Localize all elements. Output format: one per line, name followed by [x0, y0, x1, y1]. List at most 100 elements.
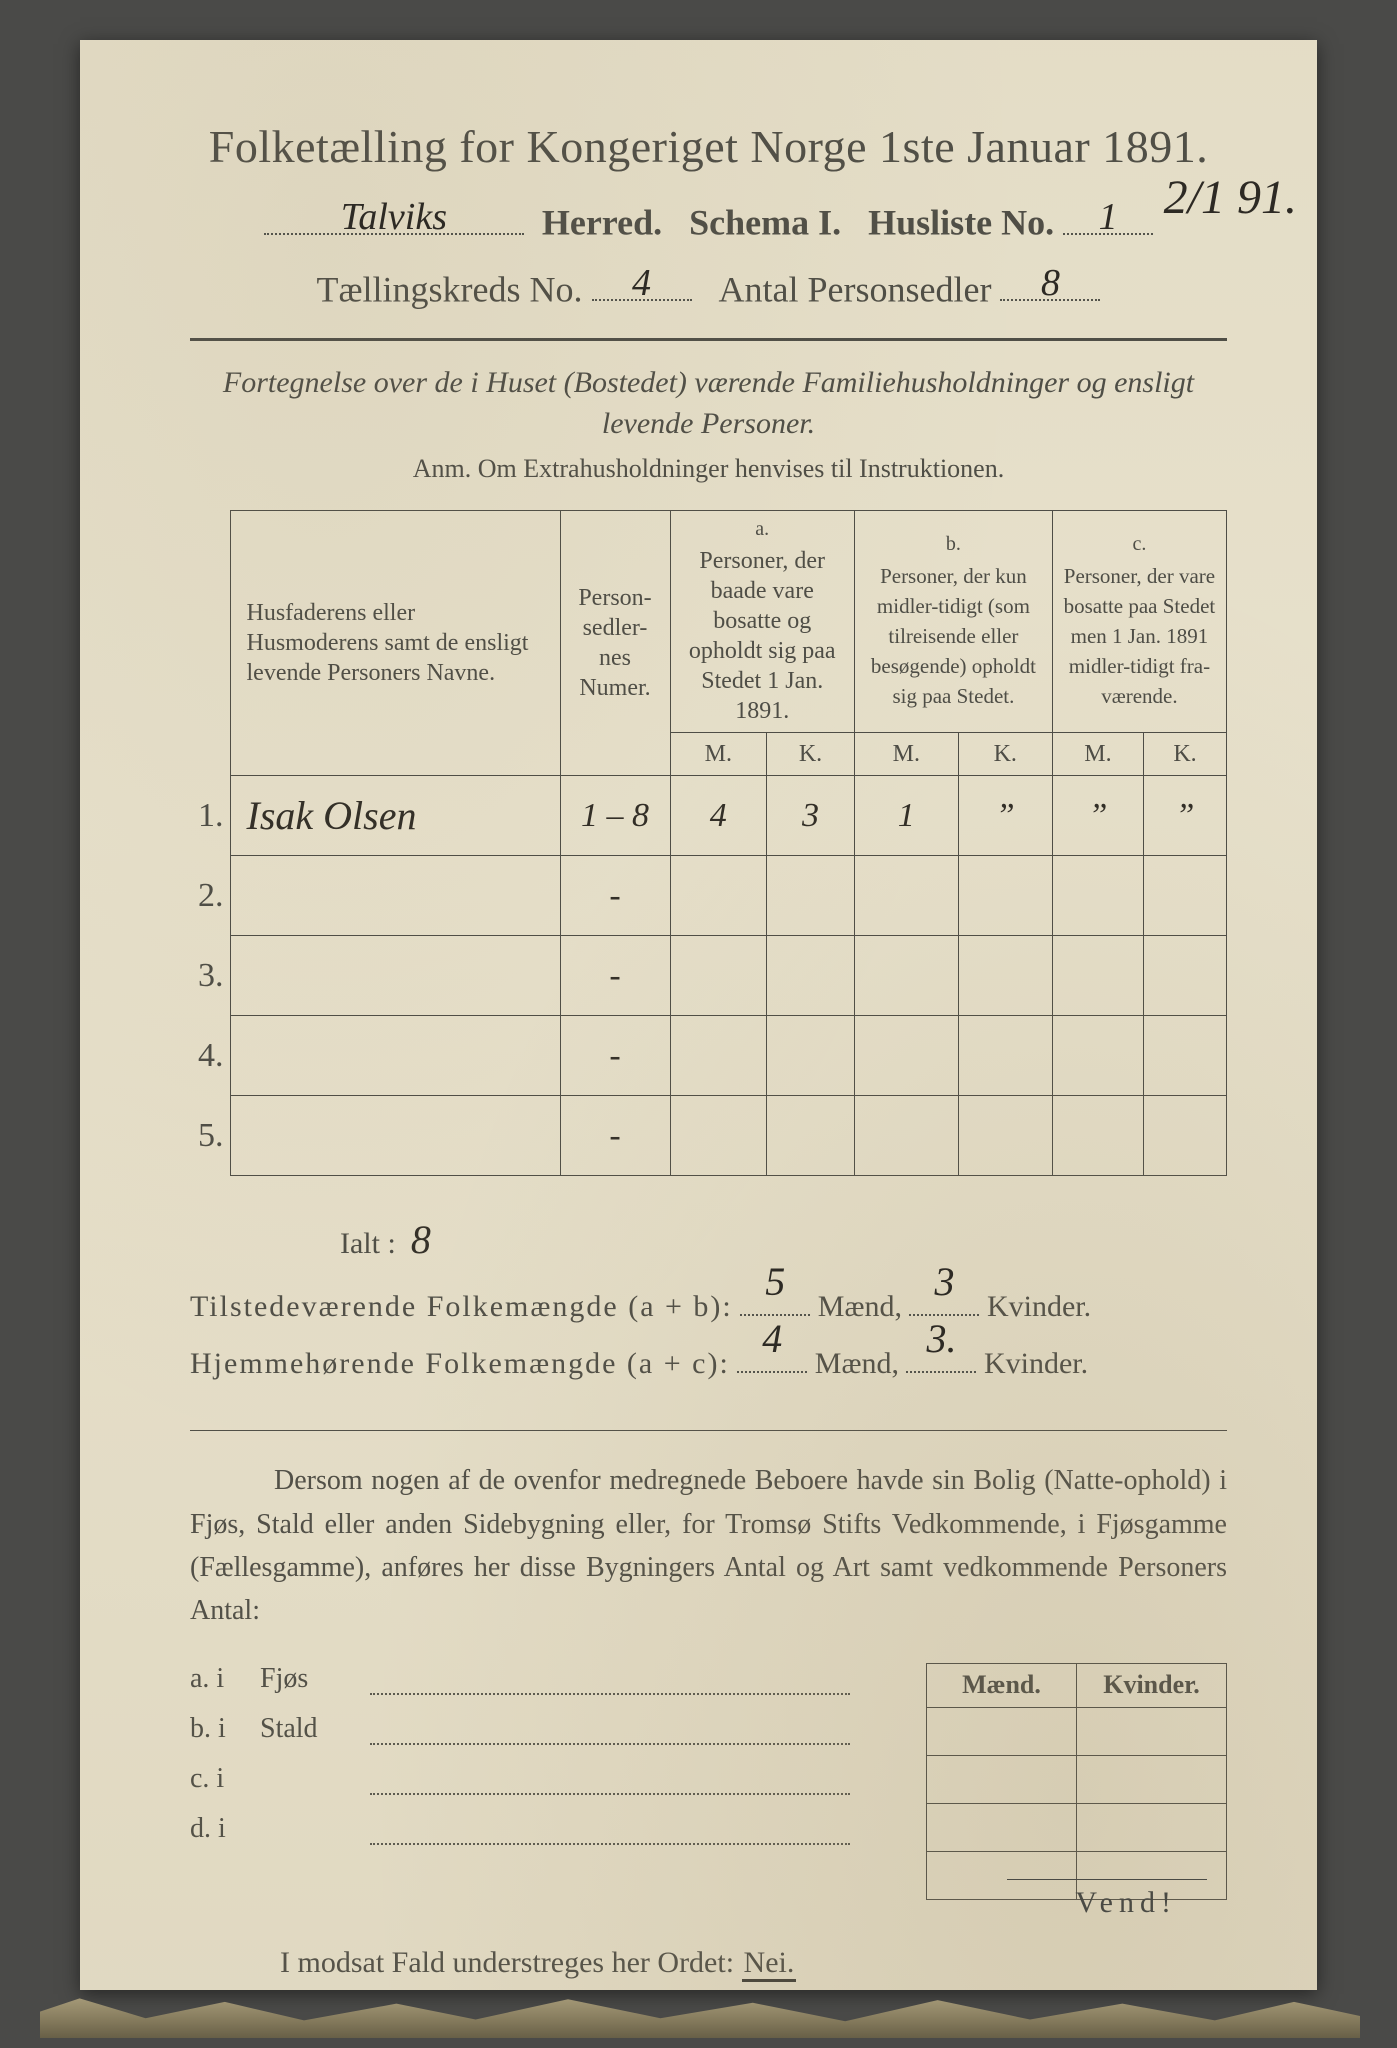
- buildings-block: a. iFjøsb. iStaldc. id. i Mænd. Kvinder.: [190, 1663, 1227, 1900]
- cell-c-m: [1052, 856, 1143, 936]
- cell-b-k: [958, 1096, 1052, 1176]
- col-c-k: K.: [1144, 733, 1227, 776]
- bld-cell: [927, 1803, 1077, 1851]
- cell-c-k: ”: [1144, 776, 1227, 856]
- cell-a-k: [767, 936, 855, 1016]
- bld-head-k: Kvinder.: [1077, 1663, 1227, 1707]
- bld-dots: [370, 1667, 850, 1695]
- col-b-m: M.: [854, 733, 958, 776]
- cell-b-m: [854, 1016, 958, 1096]
- cell-name: [230, 856, 560, 936]
- cell-num: -: [560, 1096, 670, 1176]
- bld-dots: [370, 1767, 850, 1795]
- bld-cell: [1077, 1707, 1227, 1755]
- nei-line: I modsat Fald understreges her Ordet: Ne…: [190, 1946, 1227, 1980]
- cell-num: 1 – 8: [560, 776, 670, 856]
- cell-b-m: 1: [854, 776, 958, 856]
- bld-cell: [1077, 1755, 1227, 1803]
- group-a-text: Personer, der baade vare bosatte og opho…: [689, 548, 836, 724]
- vend-rule: [1007, 1879, 1207, 1880]
- ac-k-value: 3.: [906, 1301, 976, 1377]
- torn-edge: [40, 1994, 1360, 2038]
- cell-name: [230, 936, 560, 1016]
- subtitle-1: Fortegnelse over de i Huset (Bostedet) v…: [190, 363, 1227, 444]
- cell-c-m: ”: [1052, 776, 1143, 856]
- ialt-label: Ialt :: [340, 1227, 396, 1260]
- antal-value: 8: [1000, 261, 1100, 305]
- buildings-mk-table: Mænd. Kvinder.: [926, 1663, 1227, 1900]
- col-group-c-header: c. Personer, der vare bosatte paa Stedet…: [1052, 511, 1226, 733]
- cell-num: -: [560, 856, 670, 936]
- cell-a-m: 4: [670, 776, 767, 856]
- header-line-2: Talviks Herred. Schema I. Husliste No. 1: [190, 195, 1227, 244]
- group-c-text: Personer, der vare bosatte paa Stedet me…: [1064, 564, 1216, 708]
- table-row: 1.Isak Olsen1 – 8431”””: [190, 776, 1227, 856]
- bld-cell: [927, 1707, 1077, 1755]
- husliste-value: 1: [1063, 195, 1153, 239]
- col-group-b-header: b. Personer, der kun midler-tidigt (som …: [854, 511, 1052, 733]
- building-row: d. i: [190, 1813, 926, 1845]
- cell-a-m: [670, 856, 767, 936]
- building-row: a. iFjøs: [190, 1663, 926, 1695]
- cell-a-m: [670, 1016, 767, 1096]
- cell-num: -: [560, 936, 670, 1016]
- col-b-k: K.: [958, 733, 1052, 776]
- col-number-header: Person- sedler- nes Numer.: [560, 511, 670, 776]
- row-number: 1.: [190, 776, 230, 856]
- table-row: 5. -: [190, 1096, 1227, 1176]
- cell-b-k: [958, 936, 1052, 1016]
- row-number: 5.: [190, 1096, 230, 1176]
- bld-cell: [927, 1851, 1077, 1899]
- cell-b-k: ”: [958, 776, 1052, 856]
- bld-lead: a. i: [190, 1663, 260, 1695]
- ialt-value: 8: [411, 1217, 431, 1262]
- maend-label-2: Mænd,: [815, 1347, 899, 1380]
- col-a-m: M.: [670, 733, 767, 776]
- cell-a-k: 3: [767, 776, 855, 856]
- prose-block: Dersom nogen af de ovenfor medregnede Be…: [190, 1459, 1227, 1633]
- cell-b-m: [854, 1096, 958, 1176]
- bld-lead: c. i: [190, 1763, 260, 1795]
- cell-name: [230, 1096, 560, 1176]
- nei-word: Nei.: [742, 1946, 797, 1982]
- cell-c-k: [1144, 856, 1227, 936]
- building-row: b. iStald: [190, 1713, 926, 1745]
- table-row: 3. -: [190, 936, 1227, 1016]
- kreds-value: 4: [592, 261, 692, 305]
- cell-c-k: [1144, 1016, 1227, 1096]
- cell-c-m: [1052, 1096, 1143, 1176]
- vend-label: Vend!: [1075, 1886, 1177, 1920]
- form-header: Folketælling for Kongeriget Norge 1ste J…: [190, 120, 1227, 310]
- form-title: Folketælling for Kongeriget Norge 1ste J…: [190, 120, 1227, 173]
- cell-b-m: [854, 856, 958, 936]
- schema-label: Schema I.: [689, 203, 841, 243]
- cell-c-k: [1144, 1096, 1227, 1176]
- document-page: 2/1 91. Folketælling for Kongeriget Norg…: [80, 40, 1317, 1990]
- cell-a-m: [670, 1096, 767, 1176]
- header-line-3: Tællingskreds No. 4 Antal Personsedler 8: [190, 262, 1227, 311]
- herred-value: Talviks: [264, 195, 524, 239]
- cell-c-k: [1144, 936, 1227, 1016]
- bld-head-m: Mænd.: [927, 1663, 1077, 1707]
- group-a-tag: a.: [679, 517, 846, 542]
- row-number: 3.: [190, 936, 230, 1016]
- cell-num: -: [560, 1016, 670, 1096]
- kreds-label: Tællingskreds No.: [317, 269, 583, 309]
- bld-dots: [370, 1817, 850, 1845]
- household-table: Husfaderens eller Husmoderens samt de en…: [190, 510, 1227, 1176]
- tilstede-label: Tilstedeværende Folkemængde (a + b):: [190, 1290, 733, 1323]
- bld-type: Stald: [260, 1713, 370, 1745]
- row-number: 4.: [190, 1016, 230, 1096]
- col-group-a-header: a. Personer, der baade vare bosatte og o…: [670, 511, 854, 733]
- cell-a-m: [670, 936, 767, 1016]
- herred-label: Herred.: [542, 203, 662, 243]
- divider-2: [190, 1430, 1227, 1431]
- hjemme-label: Hjemmehørende Folkemængde (a + c):: [190, 1347, 730, 1380]
- nei-pre: I modsat Fald understreges her Ordet:: [280, 1946, 734, 1979]
- table-row: 2. -: [190, 856, 1227, 936]
- cell-a-k: [767, 856, 855, 936]
- bld-lead: b. i: [190, 1713, 260, 1745]
- row-number: 2.: [190, 856, 230, 936]
- col-c-m: M.: [1052, 733, 1143, 776]
- cell-a-k: [767, 1096, 855, 1176]
